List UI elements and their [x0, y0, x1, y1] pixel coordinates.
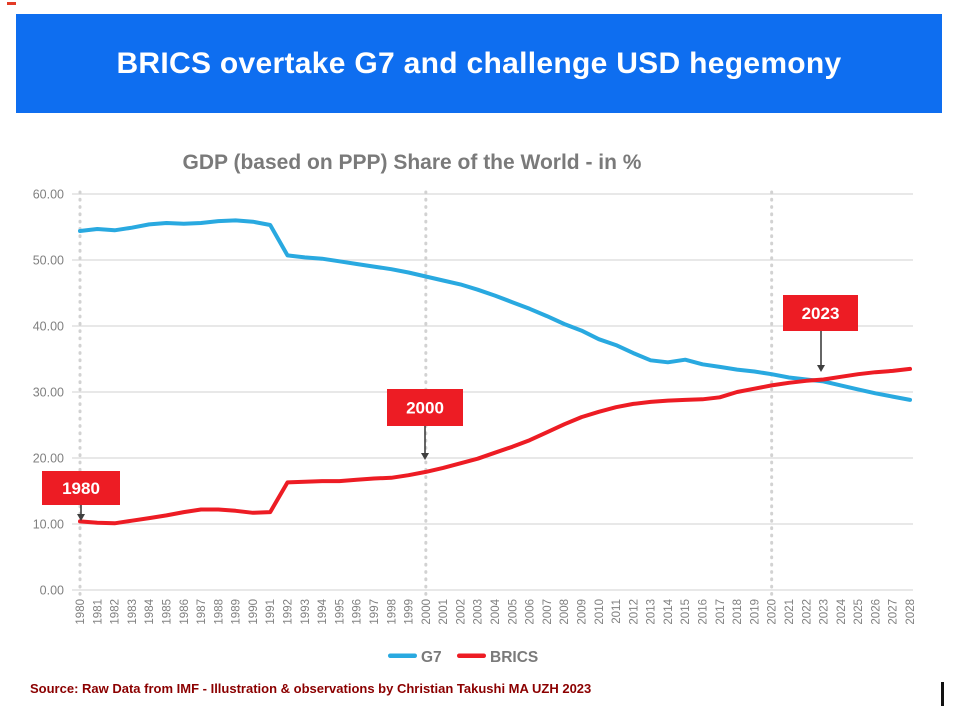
y-tick-label: 10.00 [33, 518, 64, 532]
g7-line [78, 218, 912, 402]
x-tick-label: 2004 [490, 598, 502, 624]
x-tick-label: 2001 [438, 599, 450, 625]
x-tick-label: 1982 [110, 599, 122, 625]
x-tick-label: 2020 [767, 599, 779, 625]
source-note: Source: Raw Data from IMF - Illustration… [30, 681, 592, 696]
x-tick-label: 1980 [75, 599, 87, 625]
x-tick-label: 1984 [144, 598, 156, 624]
banner: BRICS overtake G7 and challenge USD hege… [16, 14, 942, 113]
x-tick-label: 2006 [525, 599, 537, 625]
y-tick-label: 30.00 [33, 386, 64, 400]
annotation-arrowhead [817, 365, 825, 372]
x-tick-label: 2025 [853, 599, 865, 625]
x-tick-label: 2027 [888, 599, 900, 625]
x-tick-label: 1992 [283, 599, 295, 625]
x-tick-label: 2028 [905, 599, 917, 625]
x-tick-label: 1990 [248, 599, 260, 625]
x-tick-label: 2026 [870, 599, 882, 625]
x-tick-label: 2018 [732, 599, 744, 625]
x-tick-label: 2011 [611, 599, 623, 624]
y-tick-label: 60.00 [33, 188, 64, 202]
brics-line [78, 366, 912, 526]
x-tick-label: 1998 [386, 599, 398, 625]
annotation-label: 2023 [802, 304, 840, 323]
x-tick-label: 2014 [663, 598, 675, 624]
y-tick-label: 0.00 [40, 584, 64, 598]
x-tick-label: 2003 [473, 599, 485, 625]
x-tick-label: 2023 [819, 599, 831, 625]
legend-swatch-brics [457, 653, 486, 658]
x-tick-label: 2022 [801, 599, 813, 625]
x-tick-label: 2016 [698, 599, 710, 625]
x-tick-label: 1996 [352, 599, 364, 625]
x-tick-label: 2015 [680, 599, 692, 625]
x-tick-label: 2000 [421, 599, 433, 625]
text-cursor-bar [941, 682, 944, 706]
x-tick-label: 2007 [542, 599, 554, 625]
x-tick-label: 1994 [317, 598, 329, 624]
x-tick-label: 1986 [179, 599, 191, 625]
x-tick-label: 1993 [300, 599, 312, 625]
annotation-box-2000 [387, 389, 463, 426]
legend-label-g7: G7 [421, 649, 442, 666]
y-tick-label: 20.00 [33, 452, 64, 466]
legend-label-brics: BRICS [490, 649, 538, 666]
x-tick-label: 1987 [196, 599, 208, 625]
y-tick-label: 40.00 [33, 320, 64, 334]
chart-title: GDP (based on PPP) Share of the World - … [183, 151, 642, 174]
banner-title: BRICS overtake G7 and challenge USD hege… [116, 46, 842, 80]
corner-red-dash [7, 2, 16, 5]
x-tick-label: 1991 [265, 599, 277, 625]
x-tick-label: 2012 [628, 599, 640, 625]
x-tick-label: 1981 [92, 599, 104, 625]
x-tick-label: 2017 [715, 599, 727, 625]
x-tick-label: 1988 [213, 599, 225, 625]
x-tick-label: 2008 [559, 599, 571, 625]
x-tick-label: 2024 [836, 598, 848, 624]
x-tick-label: 2009 [576, 599, 588, 625]
y-tick-label: 50.00 [33, 254, 64, 268]
x-tick-label: 2005 [507, 599, 519, 625]
annotation-label: 2000 [406, 399, 444, 418]
annotation-arrowhead [421, 453, 429, 460]
x-tick-label: 1997 [369, 599, 381, 625]
annotation-box-1980 [42, 471, 120, 505]
x-tick-label: 2013 [646, 599, 658, 625]
x-tick-label: 1985 [161, 599, 173, 625]
x-tick-label: 2002 [455, 599, 467, 625]
x-tick-label: 1995 [334, 599, 346, 625]
legend-swatch-g7 [388, 653, 417, 658]
x-tick-label: 1989 [231, 599, 243, 625]
x-tick-label: 2019 [749, 599, 761, 625]
x-tick-label: 1983 [127, 599, 139, 625]
x-tick-label: 2021 [784, 599, 796, 625]
x-tick-label: 2010 [594, 599, 606, 625]
annotation-box-2023 [783, 295, 858, 331]
annotation-arrowhead [77, 514, 85, 521]
x-tick-label: 1999 [404, 599, 416, 625]
annotation-label: 1980 [62, 479, 100, 498]
